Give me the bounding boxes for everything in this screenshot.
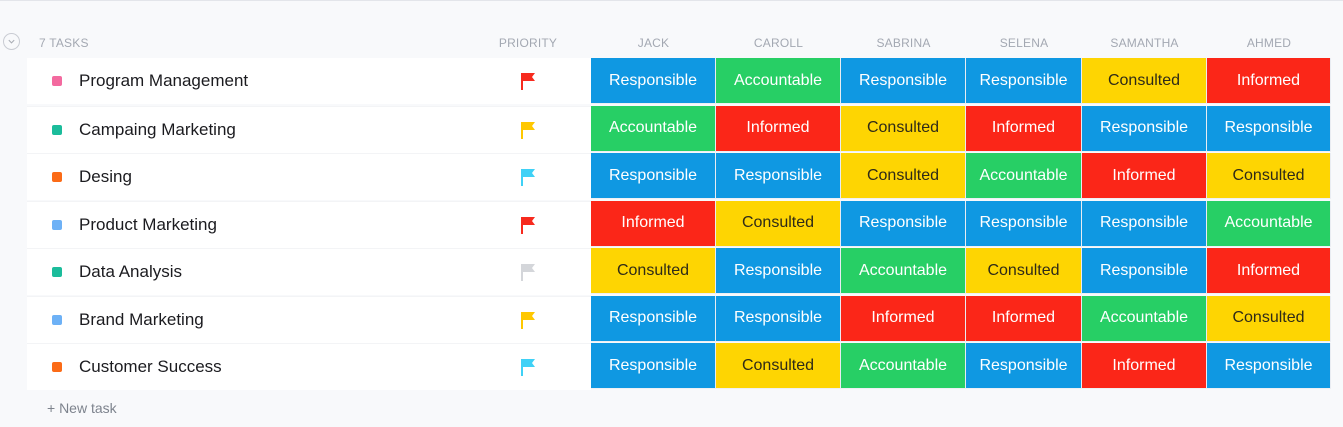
task-row[interactable]: Program Management Responsible Accountable… bbox=[27, 58, 1331, 106]
task-cell[interactable]: Program Management bbox=[27, 58, 591, 104]
raci-cell-sabrina[interactable]: Responsible bbox=[841, 58, 966, 104]
task-row[interactable]: Customer Success Responsible Consulted Acco… bbox=[27, 343, 1331, 391]
column-header-caroll[interactable]: CAROLL bbox=[753, 36, 804, 50]
task-cell[interactable]: Data Analysis bbox=[27, 248, 591, 295]
raci-cell-samantha[interactable]: Responsible bbox=[1082, 248, 1207, 294]
column-header-ahmed[interactable]: AHMED bbox=[1246, 36, 1292, 50]
task-cell[interactable]: Brand Marketing bbox=[27, 295, 591, 343]
raci-cell-selena[interactable]: Responsible bbox=[966, 343, 1082, 389]
task-name[interactable]: Campaing Marketing bbox=[79, 119, 236, 139]
raci-cell-ahmed[interactable]: Consulted bbox=[1207, 295, 1331, 342]
raci-cell-samantha[interactable]: Accountable bbox=[1082, 295, 1207, 342]
status-dot-icon[interactable] bbox=[52, 362, 62, 372]
raci-cell-selena[interactable]: Responsible bbox=[966, 200, 1082, 247]
task-row[interactable]: Campaing Marketing Accountable Informed Con… bbox=[27, 105, 1331, 154]
raci-cell-jack[interactable]: Responsible bbox=[591, 295, 716, 342]
task-row[interactable]: Product Marketing Informed Consulted Respon… bbox=[27, 200, 1331, 249]
task-name[interactable]: Customer Success bbox=[79, 357, 222, 376]
task-name[interactable]: Program Management bbox=[79, 71, 249, 90]
raci-cell-selena[interactable]: Informed bbox=[966, 295, 1082, 342]
status-dot-icon[interactable] bbox=[52, 314, 62, 325]
column-header-selena[interactable]: SELENA bbox=[999, 36, 1049, 50]
chevron-down-icon bbox=[8, 39, 15, 44]
raci-cell-caroll[interactable]: Informed bbox=[716, 105, 841, 152]
raci-cell-jack[interactable]: Informed bbox=[591, 200, 716, 247]
priority-flag-icon[interactable] bbox=[519, 121, 537, 141]
raci-cell-samantha[interactable]: Informed bbox=[1082, 153, 1207, 199]
raci-cell-sabrina[interactable]: Accountable bbox=[841, 343, 966, 389]
raci-cell-ahmed[interactable]: Informed bbox=[1207, 58, 1331, 104]
task-list: Program Management Responsible Accountable… bbox=[27, 58, 1331, 391]
priority-flag-icon[interactable] bbox=[519, 72, 537, 92]
raci-cell-caroll[interactable]: Responsible bbox=[716, 248, 841, 294]
raci-cell-ahmed[interactable]: Accountable bbox=[1207, 200, 1331, 247]
raci-cell-jack[interactable]: Responsible bbox=[591, 343, 716, 389]
status-dot-icon[interactable] bbox=[52, 267, 62, 277]
task-row[interactable]: Brand Marketing Responsible Responsible Inf… bbox=[27, 295, 1331, 344]
raci-cell-sabrina[interactable]: Responsible bbox=[841, 200, 966, 247]
raci-cell-ahmed[interactable]: Informed bbox=[1207, 248, 1331, 294]
raci-cell-jack[interactable]: Consulted bbox=[591, 248, 716, 294]
task-name[interactable]: Desing bbox=[79, 167, 132, 186]
task-row[interactable]: Desing Responsible Responsible Consulted Acc… bbox=[27, 153, 1331, 201]
raci-cell-caroll[interactable]: Consulted bbox=[716, 200, 841, 247]
raci-cell-caroll[interactable]: Accountable bbox=[716, 58, 841, 104]
status-dot-icon[interactable] bbox=[52, 124, 62, 135]
raci-cell-selena[interactable]: Accountable bbox=[966, 153, 1082, 199]
new-task-button[interactable]: + New task bbox=[47, 400, 117, 416]
priority-flag-icon[interactable] bbox=[519, 358, 537, 378]
task-cell[interactable]: Campaing Marketing bbox=[27, 105, 591, 153]
raci-cell-sabrina[interactable]: Accountable bbox=[841, 248, 966, 294]
column-header-samantha[interactable]: SAMANTHA bbox=[1110, 36, 1179, 50]
status-dot-icon[interactable] bbox=[52, 219, 62, 230]
status-dot-icon[interactable] bbox=[52, 76, 62, 86]
raci-cell-samantha[interactable]: Consulted bbox=[1082, 58, 1207, 104]
raci-cell-sabrina[interactable]: Informed bbox=[841, 295, 966, 342]
raci-cell-samantha[interactable]: Responsible bbox=[1082, 200, 1207, 247]
raci-cell-caroll[interactable]: Responsible bbox=[716, 295, 841, 342]
raci-cell-caroll[interactable]: Responsible bbox=[716, 153, 841, 199]
priority-flag-icon[interactable] bbox=[519, 216, 537, 236]
raci-cell-sabrina[interactable]: Consulted bbox=[841, 153, 966, 199]
raci-cell-jack[interactable]: Accountable bbox=[591, 105, 716, 152]
raci-cell-caroll[interactable]: Consulted bbox=[716, 343, 841, 389]
raci-cell-ahmed[interactable]: Responsible bbox=[1207, 343, 1331, 389]
priority-flag-icon[interactable] bbox=[519, 263, 537, 283]
task-row[interactable]: Data Analysis Consulted Responsible Account… bbox=[27, 248, 1331, 296]
task-name[interactable]: Data Analysis bbox=[79, 262, 182, 281]
task-count: 7 TASKS bbox=[39, 36, 89, 50]
collapse-group-button[interactable] bbox=[3, 33, 20, 50]
priority-flag-icon[interactable] bbox=[519, 168, 537, 188]
raci-cell-selena[interactable]: Responsible bbox=[966, 58, 1082, 104]
status-dot-icon[interactable] bbox=[52, 172, 62, 182]
raci-cell-sabrina[interactable]: Consulted bbox=[841, 105, 966, 152]
priority-flag-icon[interactable] bbox=[519, 311, 537, 331]
task-name[interactable]: Brand Marketing bbox=[79, 309, 204, 329]
raci-cell-ahmed[interactable]: Consulted bbox=[1207, 153, 1331, 199]
column-header-sabrina[interactable]: SABRINA bbox=[876, 36, 931, 50]
task-name[interactable]: Product Marketing bbox=[79, 214, 217, 234]
raci-cell-samantha[interactable]: Informed bbox=[1082, 343, 1207, 389]
task-cell[interactable]: Desing bbox=[27, 153, 591, 200]
raci-cell-jack[interactable]: Responsible bbox=[591, 153, 716, 199]
raci-cell-selena[interactable]: Consulted bbox=[966, 248, 1082, 294]
raci-cell-jack[interactable]: Responsible bbox=[591, 58, 716, 104]
task-cell[interactable]: Customer Success bbox=[27, 343, 591, 390]
raci-cell-selena[interactable]: Informed bbox=[966, 105, 1082, 152]
raci-cell-samantha[interactable]: Responsible bbox=[1082, 105, 1207, 152]
column-header-jack[interactable]: JACK bbox=[637, 36, 670, 50]
column-header-priority[interactable]: PRIORITY bbox=[498, 36, 558, 50]
task-cell[interactable]: Product Marketing bbox=[27, 200, 591, 248]
raci-cell-ahmed[interactable]: Responsible bbox=[1207, 105, 1331, 152]
